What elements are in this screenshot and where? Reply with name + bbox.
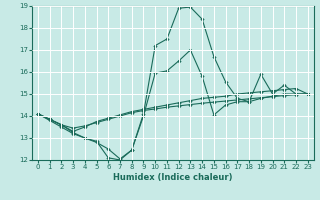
X-axis label: Humidex (Indice chaleur): Humidex (Indice chaleur) [113, 173, 233, 182]
